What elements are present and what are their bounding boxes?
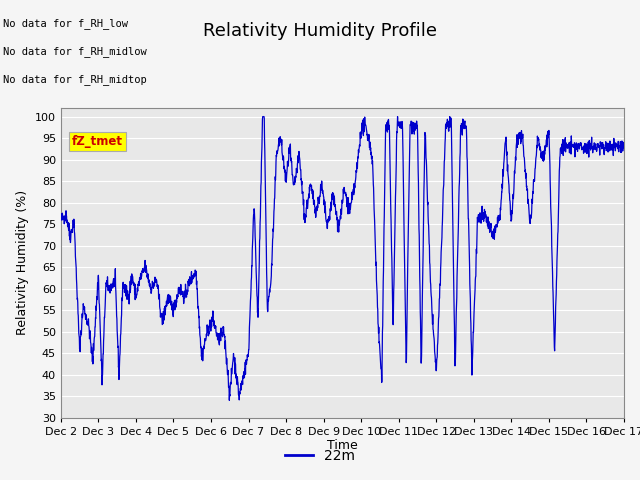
- Y-axis label: Relativity Humidity (%): Relativity Humidity (%): [17, 190, 29, 336]
- Text: No data for f_RH_low: No data for f_RH_low: [3, 18, 128, 29]
- Text: Relativity Humidity Profile: Relativity Humidity Profile: [203, 22, 437, 40]
- Text: No data for f_RH_midtop: No data for f_RH_midtop: [3, 74, 147, 85]
- Text: fZ_tmet: fZ_tmet: [72, 135, 123, 148]
- X-axis label: Time: Time: [327, 439, 358, 453]
- Text: No data for f_RH_midlow: No data for f_RH_midlow: [3, 46, 147, 57]
- Legend: 22m: 22m: [280, 443, 360, 468]
